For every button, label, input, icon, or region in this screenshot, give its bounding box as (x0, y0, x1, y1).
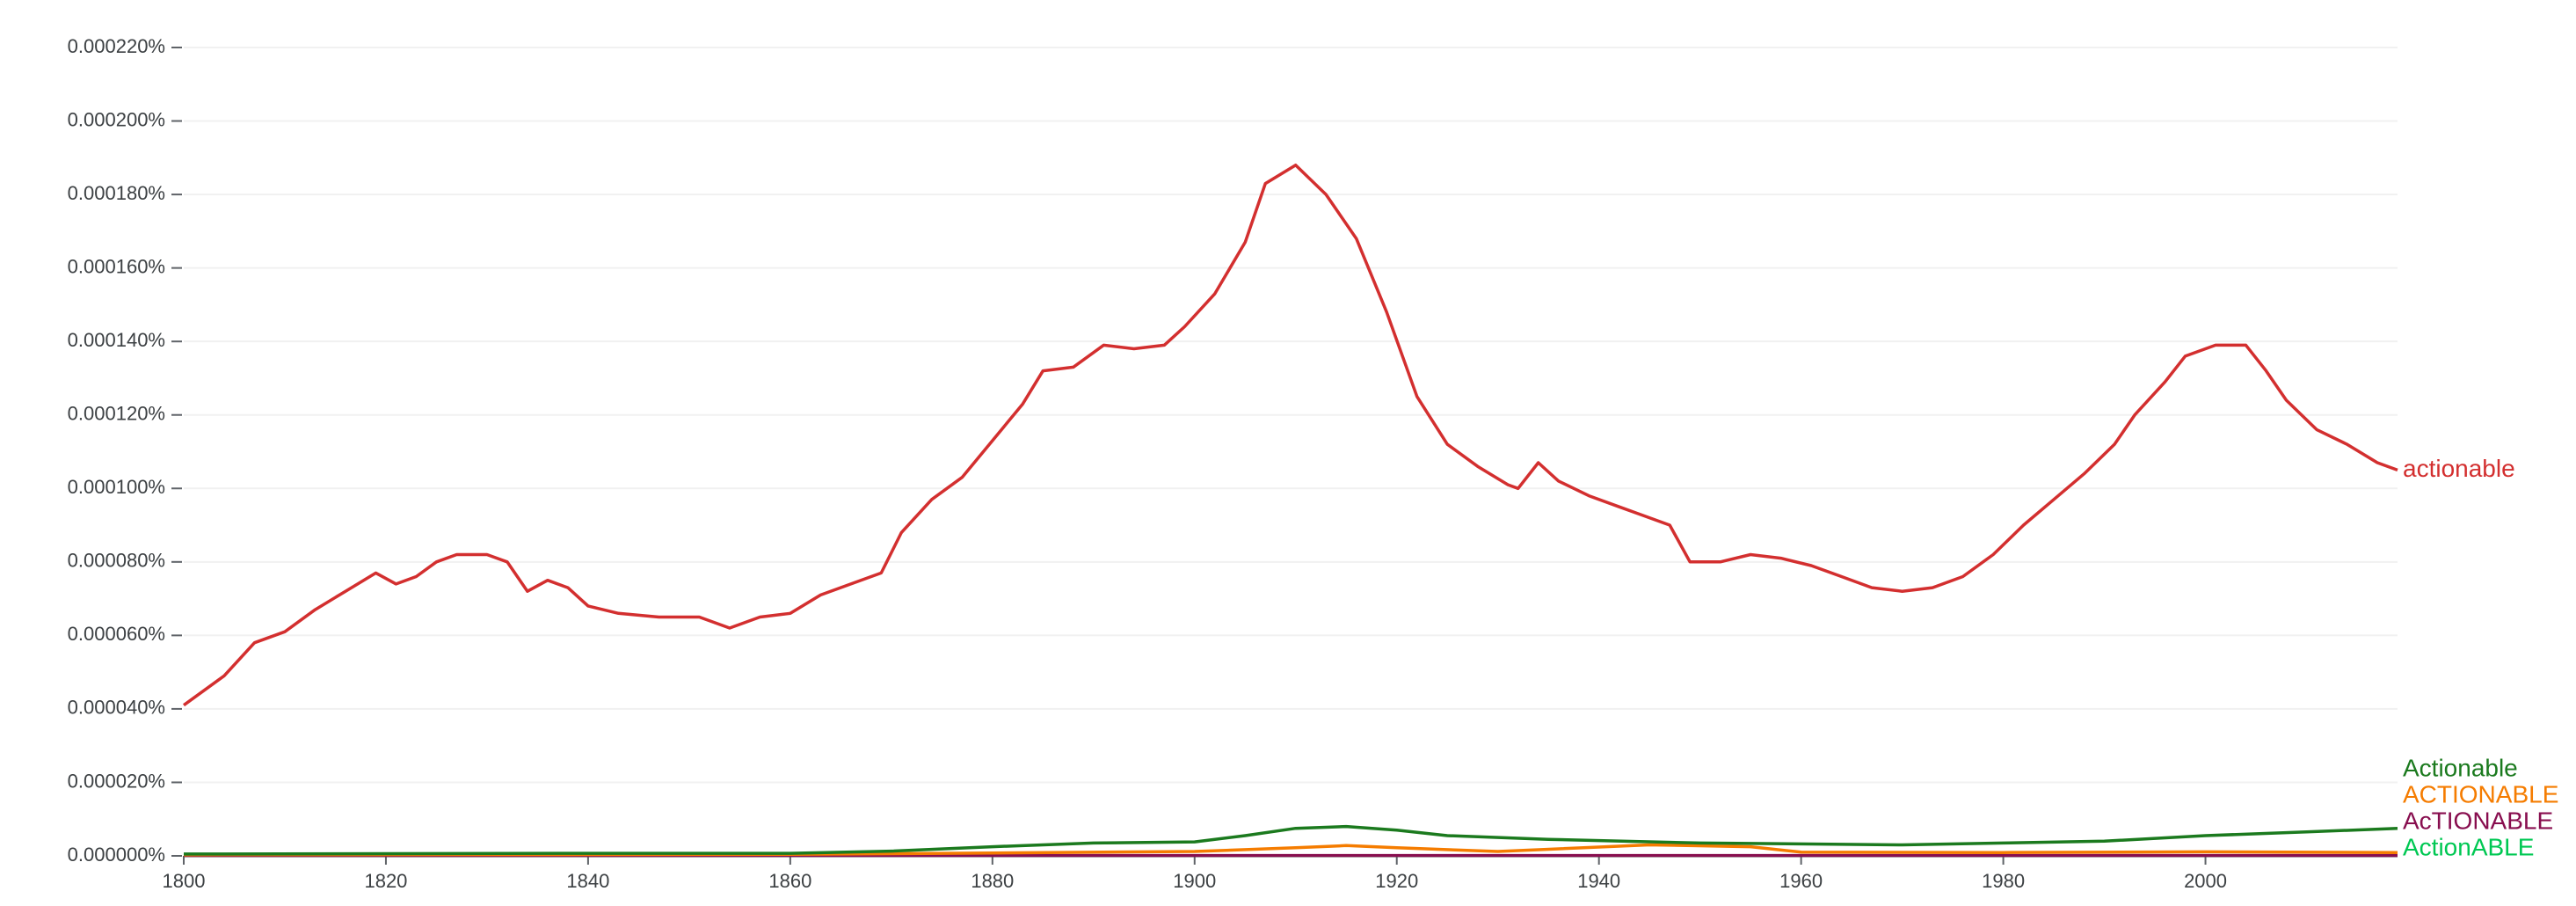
x-tick-label: 1920 (1375, 870, 1418, 892)
y-tick-label: 0.000020% (68, 770, 165, 792)
x-tick-label: 1960 (1779, 870, 1823, 892)
x-tick-label: 1940 (1577, 870, 1620, 892)
legend-label: Actionable (2403, 754, 2518, 781)
y-tick-label: 0.000040% (68, 697, 165, 719)
y-tick-label: 0.000000% (68, 844, 165, 866)
y-tick-label: 0.000060% (68, 623, 165, 645)
y-tick-label: 0.000080% (68, 550, 165, 572)
legend-label: ActionABLE (2403, 833, 2534, 860)
y-tick-label: 0.000180% (68, 182, 165, 204)
x-tick-label: 1840 (566, 870, 609, 892)
series-line (183, 843, 2398, 857)
y-tick-label: 0.000200% (68, 108, 165, 130)
y-tick-label: 0.000140% (68, 329, 165, 351)
x-tick-label: 2000 (2184, 870, 2227, 892)
x-tick-label: 1820 (364, 870, 407, 892)
x-tick-label: 1860 (768, 870, 811, 892)
x-tick-label: 1980 (1982, 870, 2025, 892)
x-tick-label: 1800 (163, 870, 206, 892)
y-tick-label: 0.000120% (68, 403, 165, 425)
x-tick-label: 1900 (1173, 870, 1216, 892)
legend-label: actionable (2403, 455, 2515, 482)
y-tick-label: 0.000160% (68, 255, 165, 277)
series-line (183, 824, 2398, 856)
y-tick-label: 0.000220% (68, 35, 165, 57)
y-tick-label: 0.000100% (68, 476, 165, 498)
x-tick-label: 1880 (971, 870, 1014, 892)
series-line (182, 163, 2398, 707)
legend-label: ACTIONABLE (2403, 780, 2558, 807)
legend-label: AcTIONABLE (2403, 807, 2553, 834)
